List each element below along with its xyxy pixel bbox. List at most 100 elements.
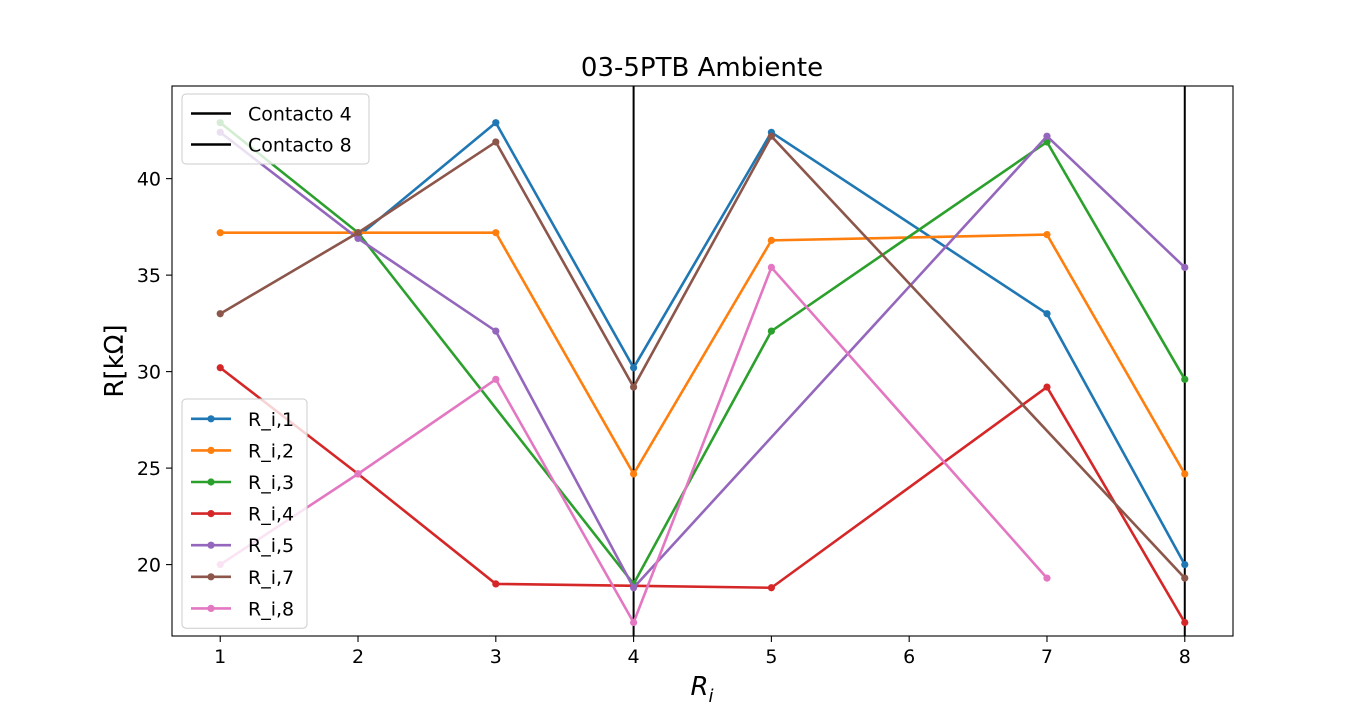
plot-frame [171,85,1234,637]
series-r-i-5 [216,128,1189,592]
legend-entry-r-i-1: R_i,1 [191,409,294,431]
data-point-r-i-8-4 [630,618,638,627]
data-point-r-i-8-5 [767,263,775,272]
series-r-i-2 [216,229,1189,478]
legend-entry-contacto-8: Contacto 8 [191,135,352,157]
series-r-i-4 [216,364,1189,627]
legend-entry-r-i-3: R_i,3 [191,472,294,494]
legend-label: R_i,5 [248,535,294,557]
series-line-r-i-8 [219,264,1048,626]
legend-marker [207,604,215,613]
series-line-r-i-7 [219,133,1186,579]
series-line-r-i-1 [357,120,1186,566]
data-point-r-i-2-7 [1043,230,1051,239]
data-point-r-i-4-8 [1181,618,1189,627]
data-point-r-i-2-1 [216,229,224,237]
legend-entry-contacto-4: Contacto 4 [191,104,352,126]
data-point-r-i-2-3 [492,229,500,237]
y-tick-label: 25 [137,458,161,480]
x-axis-label-subscript: i [709,686,714,707]
legend-marker [207,415,215,423]
data-point-r-i-7-8 [1181,574,1189,582]
y-tick-label: 35 [137,265,161,287]
x-axis-label-main: R [690,672,708,702]
legend-marker [207,446,215,454]
legend-entry-r-i-5: R_i,5 [191,535,294,557]
data-point-r-i-1-7 [1043,310,1051,318]
data-point-r-i-7-3 [492,138,500,146]
chart-title: 03-5PTB Ambiente [581,53,823,83]
data-point-r-i-3-5 [767,327,775,335]
legend-label: R_i,1 [248,409,294,431]
data-point-r-i-4-7 [1043,383,1051,391]
data-point-r-i-5-8 [1181,263,1189,272]
x-tick-label: 6 [903,646,915,668]
x-tick-label: 2 [352,646,364,668]
data-point-r-i-2-4 [630,470,638,478]
y-tick-label: 20 [137,555,161,577]
legend-marker [207,573,215,581]
data-point-r-i-3-8 [1181,375,1189,383]
series-line-r-i-4 [219,366,1186,624]
data-point-r-i-7-5 [767,132,775,140]
x-tick-label: 4 [628,646,640,668]
legend-contactos: Contacto 4 Contacto 8 [181,93,370,165]
legend-label: R_i,8 [248,598,294,620]
legend-entry-r-i-8: R_i,8 [191,598,294,620]
x-axis: 1 2 3 4 5 6 7 8 [214,636,1191,668]
legend-label: R_i,2 [248,440,294,462]
data-point-r-i-7-2 [354,229,362,237]
data-point-r-i-1-8 [1181,560,1189,569]
legend-entry-r-i-4: R_i,4 [191,504,294,526]
legend-label: R_i,4 [248,504,294,526]
legend-label: R_i,7 [248,567,294,589]
data-point-r-i-4-1 [216,364,224,372]
data-point-r-i-5-4 [630,584,638,592]
x-tick-label: 8 [1179,646,1191,668]
data-point-r-i-7-1 [216,310,224,318]
y-tick-label: 30 [137,362,161,384]
plot-area [171,85,1234,637]
x-tick-label: 3 [490,646,502,668]
legend-marker [207,478,215,486]
data-point-r-i-5-2 [354,234,362,243]
data-point-r-i-5-7 [1043,132,1051,140]
legend-label: Contacto 8 [248,135,352,157]
data-point-r-i-5-3 [492,327,500,335]
x-tick-label: 5 [765,646,777,668]
legend-box [181,398,308,629]
legend-marker [207,509,215,518]
data-point-r-i-2-8 [1181,470,1189,478]
x-tick-label: 1 [214,646,226,668]
x-axis-label: Ri [690,672,713,707]
data-point-r-i-4-5 [767,584,775,592]
legend-series: R_i,1 R_i,2 R_i,3 R_i,4 R_i,5 R_i,7 R_i,8 [181,398,308,629]
data-point-r-i-1-4 [630,364,638,372]
y-tick-label: 40 [137,169,161,191]
data-point-r-i-7-4 [630,383,638,391]
legend-entry-r-i-2: R_i,2 [191,440,294,462]
legend-label: Contacto 4 [248,104,352,126]
series-r-i-8 [216,263,1051,627]
data-point-r-i-1-3 [492,119,500,127]
y-axis: 20 25 30 35 40 [137,169,172,577]
series-line-r-i-2 [220,231,1186,477]
legend-label: R_i,3 [248,472,294,494]
data-point-r-i-4-3 [492,580,500,588]
data-point-r-i-3-7 [1043,138,1051,146]
data-point-r-i-2-5 [767,236,775,244]
data-point-r-i-8-2 [354,470,362,478]
data-point-r-i-8-3 [492,375,500,383]
series-line-r-i-5 [219,131,1186,590]
legend-box [181,93,370,165]
data-point-r-i-8-7 [1043,574,1051,582]
series-r-i-3 [216,119,1189,588]
legend-entry-r-i-7: R_i,7 [191,567,294,589]
series-r-i-1 [354,119,1189,569]
legend-marker [207,541,215,549]
series-r-i-7 [216,132,1189,582]
y-axis-label: R[kΩ] [100,324,130,397]
x-tick-label: 7 [1041,646,1053,668]
